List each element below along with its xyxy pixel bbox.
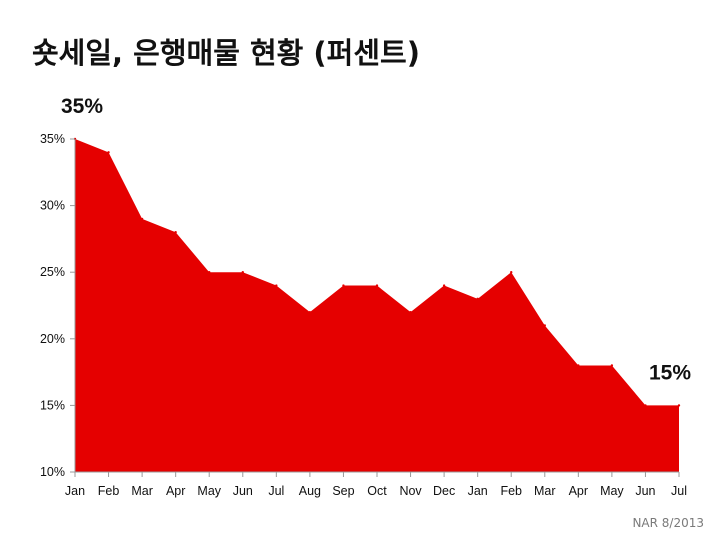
data-point [510,271,513,274]
data-point [476,297,479,301]
y-tick-label: 35% [40,132,65,146]
x-tick-label: Jun [635,484,655,498]
area-series [75,139,679,472]
data-point [107,151,110,154]
annotation-label: 15% [649,361,691,384]
data-point [577,364,580,367]
data-point [644,404,647,407]
annotation-label: 35% [61,95,103,118]
x-tick-label: May [600,484,624,498]
x-tick-label: Oct [367,484,387,498]
x-tick-label: Jan [468,484,488,498]
x-tick-label: Nov [399,484,422,498]
data-point [375,284,379,287]
x-tick-label: Apr [166,484,185,498]
data-point [308,310,312,314]
data-point [442,284,446,287]
x-tick-label: Jul [671,484,687,498]
x-tick-label: Jan [65,484,85,498]
data-point [241,271,244,274]
y-tick-label: 25% [40,265,65,279]
x-tick-label: Mar [131,484,153,498]
x-tick-label: Dec [433,484,455,498]
x-tick-label: Apr [569,484,588,498]
x-tick-label: Jun [233,484,253,498]
x-tick-label: Aug [299,484,321,498]
y-tick-label: 10% [40,465,65,479]
data-point [677,404,681,407]
x-tick-label: Sep [332,484,354,498]
chart-title: 숏세일, 은행매물 현황 (퍼센트) [32,36,420,70]
data-point [543,324,546,327]
y-tick-label: 15% [40,398,65,412]
x-tick-label: Feb [500,484,522,498]
y-tick-label: 20% [40,332,65,346]
data-point [275,284,278,287]
data-point [208,271,211,274]
x-tick-label: Jul [268,484,284,498]
data-point [409,310,412,314]
source-note: NAR 8/2013 [632,516,704,530]
y-tick-label: 30% [40,199,65,213]
x-tick-label: May [197,484,221,498]
data-point [342,284,345,287]
data-point [610,364,614,367]
data-point [140,217,144,221]
x-tick-label: Mar [534,484,556,498]
x-tick-label: Feb [98,484,120,498]
data-point [174,231,177,234]
